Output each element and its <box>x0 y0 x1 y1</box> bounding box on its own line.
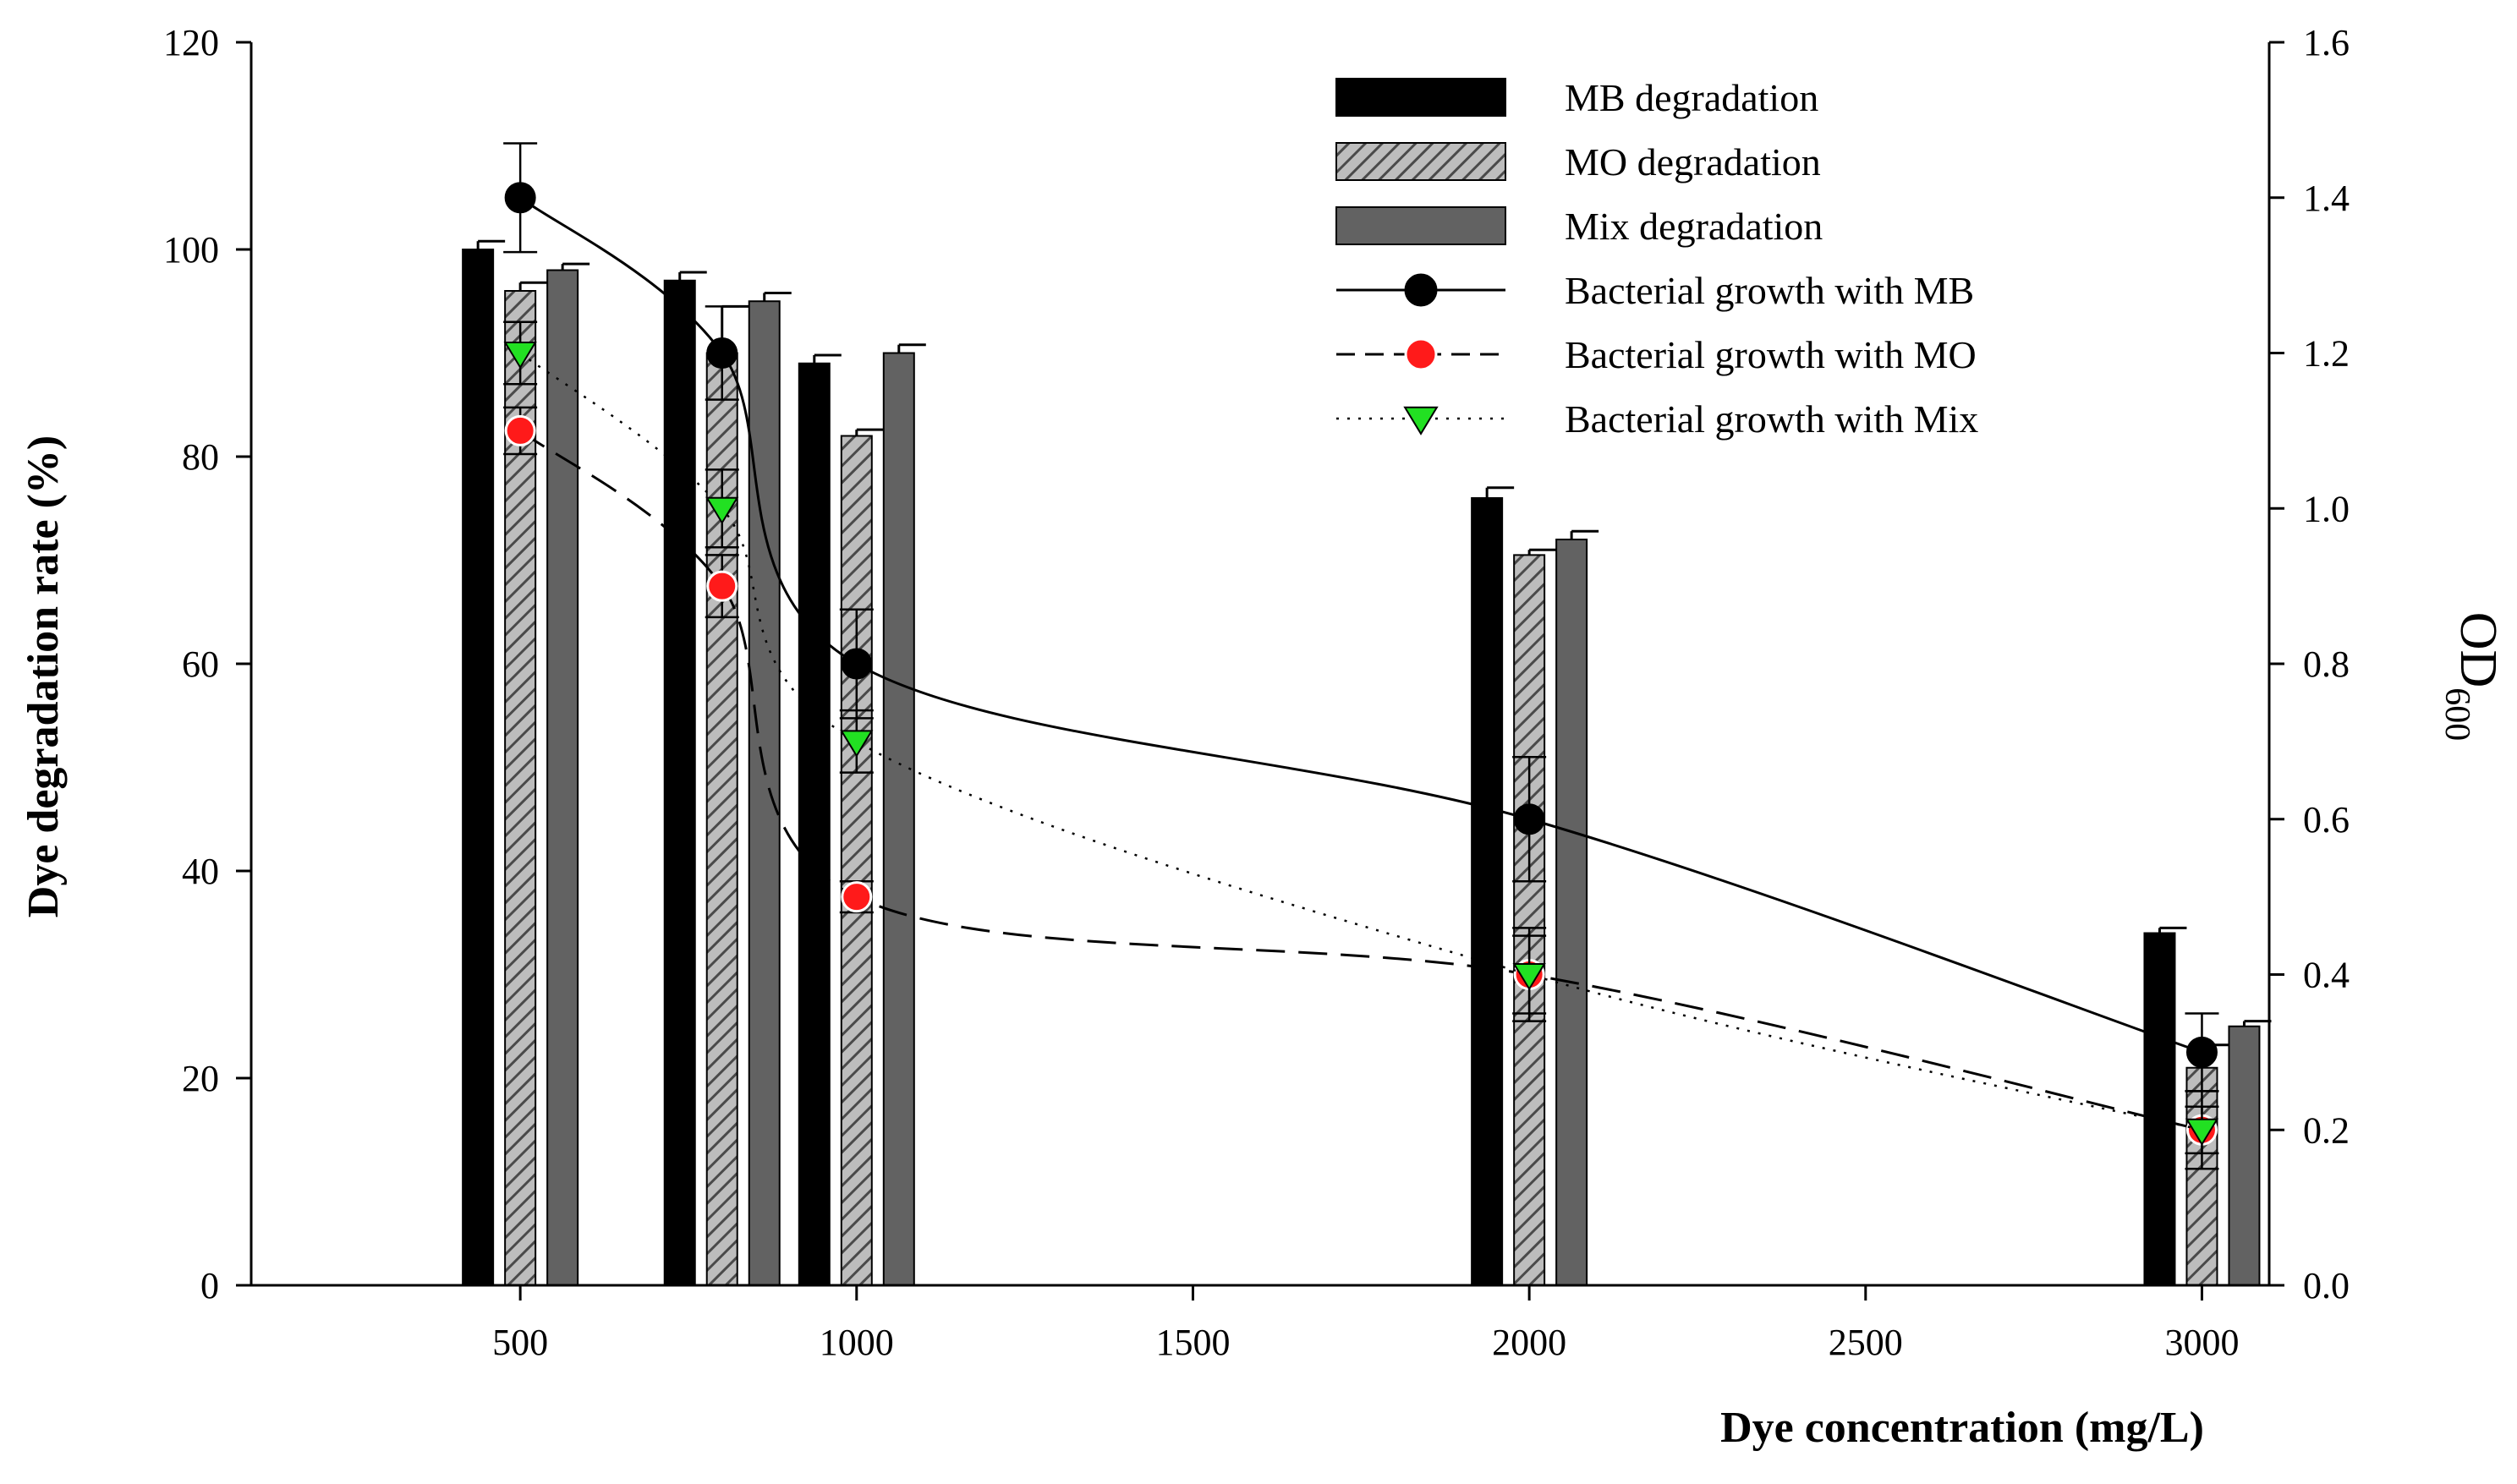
point-marker-1-1 <box>706 570 738 602</box>
legend-swatch-0 <box>1335 78 1506 117</box>
legend-label: Bacterial growth with MO <box>1565 333 1977 376</box>
y-tick-label: 100 <box>163 229 219 271</box>
point-marker-0-1 <box>706 337 738 369</box>
legend-swatch-1 <box>1335 142 1506 181</box>
legend-marker-2 <box>1403 406 1439 435</box>
y2-axis-title: OD600 <box>2437 612 2507 742</box>
y2-tick-label: 0.0 <box>2303 1265 2350 1306</box>
y-tick-label: 120 <box>163 22 219 63</box>
point-marker-1-2 <box>841 881 873 913</box>
point-marker-2-0 <box>503 342 537 370</box>
bar-mo-degradation3 <box>1513 554 1546 1286</box>
y-tick-label: 80 <box>182 436 219 478</box>
point-marker-2-2 <box>840 730 874 758</box>
point-marker-2-4 <box>2185 1118 2219 1147</box>
point-marker-2-3 <box>1512 963 1546 991</box>
y2-tick-label: 1.6 <box>2303 22 2350 63</box>
bar-mix-degradation4 <box>2228 1025 2261 1286</box>
bar-mo-degradation2 <box>840 435 873 1286</box>
bar-mix-degradation3 <box>1555 539 1588 1286</box>
x-tick-label: 1000 <box>820 1322 894 1363</box>
x-tick-label: 2000 <box>1492 1322 1566 1363</box>
point-marker-2-1 <box>705 496 739 525</box>
axes-layer: 500 1000 1500 2000 2500 3000 0 20 40 60 80 100 120 0.… <box>163 22 2350 1363</box>
bar-mix-degradation0 <box>546 269 579 1286</box>
bars-layer <box>462 239 2272 1286</box>
line-series-1 <box>519 430 2202 1131</box>
lines-layer <box>503 142 2219 1170</box>
x-tick-label: 500 <box>492 1322 548 1363</box>
legend-label: Bacterial growth with Mix <box>1565 397 1978 441</box>
y-tick-label: 0 <box>200 1265 219 1306</box>
y2-tick-label: 0.2 <box>2303 1109 2350 1151</box>
point-marker-1-0 <box>504 414 536 446</box>
x-tick-label: 2500 <box>1829 1322 1903 1363</box>
legend-label: MO degradation <box>1565 140 1821 183</box>
y-tick-label: 60 <box>182 643 219 685</box>
legend-label: MB degradation <box>1565 76 1818 119</box>
point-marker-0-0 <box>504 182 536 214</box>
legend-label: Bacterial growth with MB <box>1565 269 1974 312</box>
point-marker-0-3 <box>1513 803 1545 835</box>
x-tick-label: 1500 <box>1155 1322 1230 1363</box>
y2-axis-title-sub: 600 <box>2437 687 2476 741</box>
legend-marker-1 <box>1404 337 1438 371</box>
y2-tick-label: 1.2 <box>2303 333 2350 375</box>
legend-swatch-2 <box>1335 206 1506 245</box>
y2-tick-label: 0.6 <box>2303 799 2350 841</box>
bar-mb-degradation2 <box>798 362 831 1286</box>
legend-marker-0 <box>1404 273 1438 307</box>
legend-label: Mix degradation <box>1565 205 1823 248</box>
bar-mb-degradation3 <box>1471 497 1504 1286</box>
y2-tick-label: 1.0 <box>2303 488 2350 529</box>
bar-mb-degradation4 <box>2143 932 2176 1286</box>
bar-mb-degradation0 <box>462 249 495 1286</box>
bar-mix-degradation1 <box>748 300 781 1286</box>
x-axis-title: Dye concentration (mg/L) <box>1720 1404 2204 1452</box>
bar-mix-degradation2 <box>882 352 915 1286</box>
line-series-0 <box>519 196 2202 1054</box>
y-tick-label: 40 <box>182 851 219 892</box>
legend: MB degradation MO degradation Mix degradat… <box>1335 76 1978 441</box>
y2-tick-label: 0.8 <box>2303 643 2350 685</box>
y2-tick-label: 0.4 <box>2303 955 2350 996</box>
y2-axis-title-main: OD <box>2449 612 2507 688</box>
bar-mb-degradation1 <box>663 279 696 1286</box>
y-tick-label: 20 <box>182 1058 219 1099</box>
x-tick-label: 3000 <box>2164 1322 2239 1363</box>
y2-tick-label: 1.4 <box>2303 178 2350 219</box>
point-marker-0-4 <box>2185 1036 2218 1068</box>
point-marker-0-2 <box>841 648 873 680</box>
y-axis-title: Dye degradation rate (%) <box>19 435 68 917</box>
